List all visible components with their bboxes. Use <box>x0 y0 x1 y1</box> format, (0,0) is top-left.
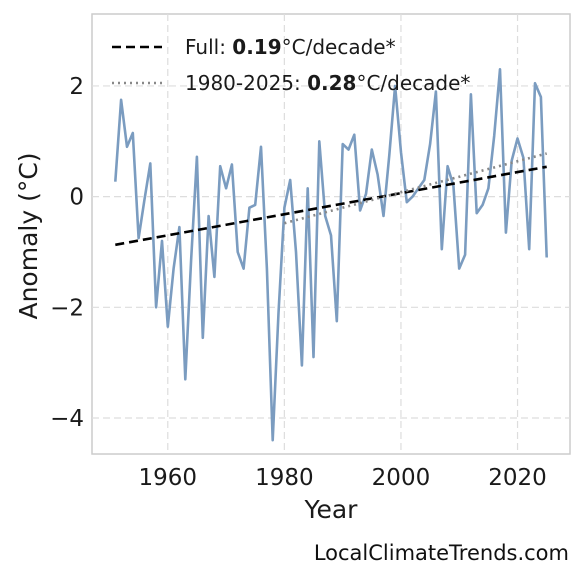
x-tick-label: 2000 <box>372 465 431 491</box>
x-tick-label: 1960 <box>139 465 198 491</box>
legend-recent-prefix: 1980-2025: <box>185 71 307 95</box>
full-trend-line <box>115 165 547 247</box>
y-tick-label: 2 <box>69 74 84 100</box>
series-group <box>114 68 548 442</box>
legend-full-prefix: Full: <box>185 35 232 59</box>
legend-recent-suffix: °C/decade* <box>356 71 470 95</box>
legend-full-value: 0.19 <box>232 35 281 59</box>
anomaly-series-line <box>114 68 548 442</box>
x-tick-label: 2020 <box>488 465 547 491</box>
y-tick-label: −4 <box>50 406 84 432</box>
y-tick-label: −2 <box>50 295 84 321</box>
legend-label-recent: 1980-2025: 0.28°C/decade* <box>185 71 470 95</box>
y-axis-title: Anomaly (°C) <box>14 152 43 319</box>
grid <box>92 14 570 454</box>
legend-label-full: Full: 0.19°C/decade* <box>185 35 396 59</box>
legend-recent-value: 0.28 <box>307 71 356 95</box>
legend-full-suffix: °C/decade* <box>282 35 396 59</box>
legend: Full: 0.19°C/decade* 1980-2025: 0.28°C/d… <box>112 35 470 95</box>
x-tick-label: 1980 <box>255 465 314 491</box>
y-tick-label: 0 <box>69 185 84 211</box>
footer-source: LocalClimateTrends.com <box>314 541 569 565</box>
x-axis-title: Year <box>304 495 359 524</box>
